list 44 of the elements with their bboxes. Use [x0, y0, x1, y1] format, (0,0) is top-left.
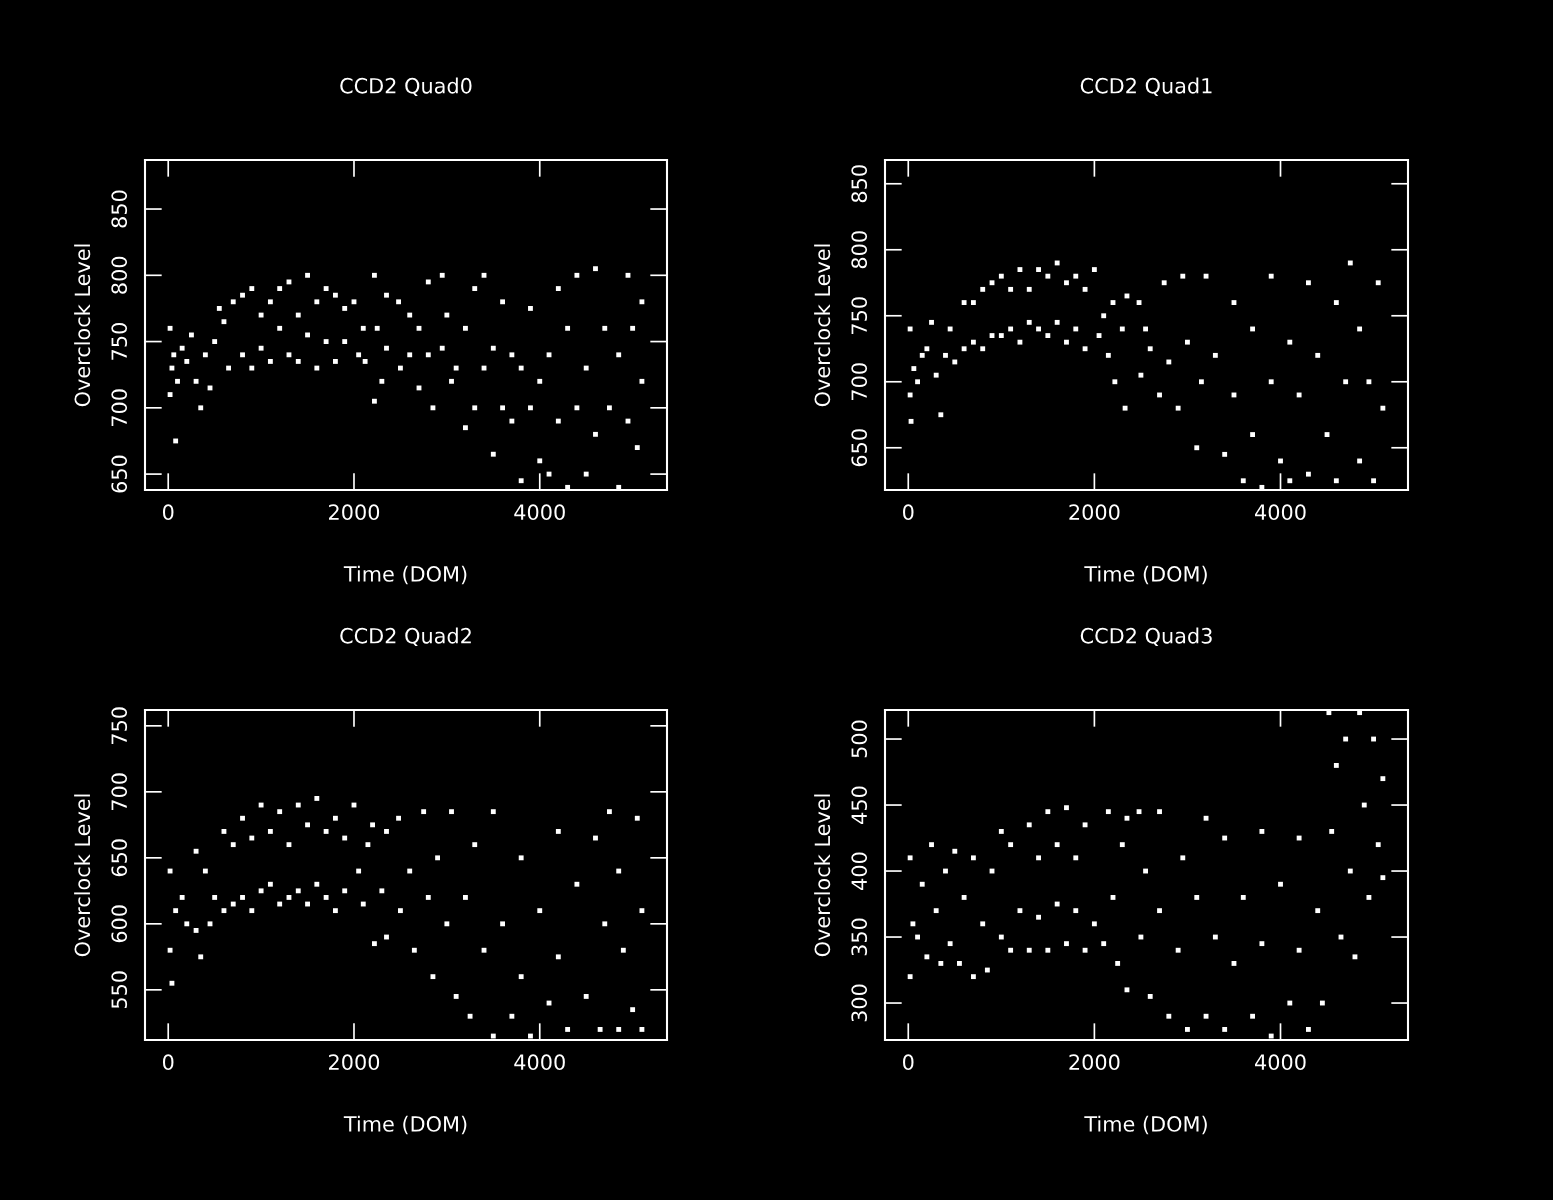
x-tick-label: 2000 [1069, 1054, 1120, 1071]
x-tick-label: 4000 [1255, 504, 1306, 521]
y-tick-label: 450 [851, 786, 868, 824]
y-axis-title: Overclock Level [74, 244, 91, 407]
x-tick-label: 0 [903, 1054, 914, 1071]
y-tick-label: 750 [111, 707, 128, 745]
x-tick-label: 0 [903, 504, 914, 521]
chart-title: CCD2 Quad0 [340, 77, 472, 97]
y-tick-label: 300 [851, 984, 868, 1022]
y-tick-label: 400 [851, 852, 868, 890]
y-tick-label: 800 [111, 256, 128, 294]
x-tick-label: 2000 [329, 504, 380, 521]
x-axis-title: Time (DOM) [343, 565, 467, 585]
x-axis-title: Time (DOM) [1084, 1115, 1207, 1135]
y-axis-title: Overclock Level [814, 794, 831, 957]
y-axis-title: Overclock Level [74, 794, 91, 957]
y-tick-label: 700 [111, 773, 128, 811]
x-axis-title: Time (DOM) [1084, 565, 1207, 585]
x-tick-label: 4000 [514, 504, 565, 521]
y-tick-label: 750 [851, 297, 868, 334]
y-tick-label: 850 [851, 165, 868, 203]
y-tick-label: 700 [851, 363, 868, 400]
x-axis-title: Time (DOM) [343, 1115, 467, 1135]
y-tick-label: 650 [111, 455, 128, 493]
y-tick-label: 500 [851, 720, 868, 758]
y-tick-label: 650 [111, 839, 128, 877]
chart-title: CCD2 Quad2 [340, 627, 471, 647]
x-tick-label: 4000 [514, 1054, 565, 1071]
x-tick-label: 4000 [1255, 1054, 1306, 1071]
chart-title: CCD2 Quad3 [1080, 627, 1212, 647]
x-tick-label: 2000 [1069, 504, 1120, 521]
x-tick-label: 2000 [329, 1054, 380, 1071]
x-tick-label: 0 [162, 1054, 174, 1071]
y-tick-label: 600 [111, 905, 128, 943]
y-tick-label: 750 [111, 323, 128, 360]
y-tick-label: 350 [851, 918, 868, 956]
y-tick-label: 650 [851, 429, 868, 467]
y-tick-label: 850 [111, 190, 128, 228]
x-tick-label: 0 [162, 504, 174, 521]
y-axis-title: Overclock Level [814, 244, 831, 407]
y-tick-label: 550 [111, 971, 128, 1009]
chart-title: CCD2 Quad1 [1080, 77, 1212, 97]
y-tick-label: 800 [851, 231, 868, 269]
y-tick-label: 700 [111, 389, 128, 427]
